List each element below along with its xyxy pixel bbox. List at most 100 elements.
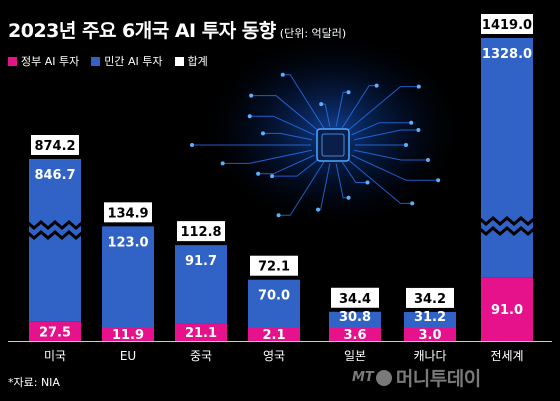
total-label-box bbox=[331, 287, 379, 308]
bar-government bbox=[329, 327, 381, 341]
bar-government bbox=[248, 327, 300, 341]
circuit-node bbox=[416, 127, 421, 132]
total-label-box bbox=[177, 221, 225, 242]
bar-government bbox=[29, 321, 81, 341]
legend-swatch-government bbox=[8, 56, 17, 66]
circuit-trace bbox=[354, 129, 419, 141]
bar-private bbox=[29, 159, 81, 322]
data-label-government: 91.0 bbox=[491, 303, 523, 318]
circuit-trace bbox=[251, 95, 319, 132]
data-label-total: 112.8 bbox=[180, 225, 221, 240]
bar-government bbox=[175, 323, 227, 341]
data-label-total: 72.1 bbox=[258, 260, 290, 275]
circuit-node bbox=[409, 120, 414, 125]
bar-government bbox=[481, 277, 533, 341]
legend-item-total: 합계 bbox=[174, 53, 208, 69]
data-label-private: 846.7 bbox=[34, 168, 75, 183]
ai-chip-icon bbox=[316, 128, 350, 162]
total-label-box bbox=[104, 202, 152, 223]
category-label: 전세계 bbox=[490, 349, 523, 363]
bar-private bbox=[404, 311, 456, 327]
data-label-private: 1328.0 bbox=[482, 47, 532, 62]
total-label-box bbox=[250, 255, 298, 276]
circuit-node bbox=[220, 161, 225, 166]
circuit-trace bbox=[341, 161, 368, 184]
circuit-node bbox=[404, 143, 408, 147]
category-label: 중국 bbox=[190, 349, 212, 363]
data-label-private: 70.0 bbox=[258, 289, 290, 304]
legend-swatch-private bbox=[91, 56, 101, 66]
data-label-government: 11.9 bbox=[112, 328, 144, 343]
circuit-node bbox=[276, 213, 281, 218]
logo-mt: MT bbox=[352, 370, 374, 385]
publisher-logo: MT 머니투데이 bbox=[352, 364, 481, 391]
data-label-total: 34.4 bbox=[339, 292, 371, 307]
total-label-box bbox=[406, 287, 454, 308]
data-label-government: 3.6 bbox=[343, 328, 366, 343]
bar-government bbox=[102, 327, 154, 341]
circuit-node bbox=[190, 143, 194, 147]
data-label-private: 31.2 bbox=[414, 310, 446, 325]
title-text: 2023년 주요 6개국 AI 투자 동향 bbox=[8, 20, 276, 42]
unit-text: (단위: 억달러) bbox=[279, 27, 347, 40]
axis-break-mark bbox=[26, 230, 84, 240]
circuit-trace bbox=[272, 158, 319, 177]
circuit-node bbox=[256, 171, 261, 176]
bar-government bbox=[404, 327, 456, 341]
data-label-government: 27.5 bbox=[39, 325, 71, 340]
circuit-node bbox=[316, 207, 321, 212]
circuit-trace bbox=[347, 158, 413, 204]
legend-item-government: 정부 AI 투자 bbox=[8, 53, 79, 69]
data-label-total: 134.9 bbox=[107, 206, 148, 221]
logo-disc-icon bbox=[375, 369, 392, 386]
category-label: 일본 bbox=[344, 349, 366, 363]
data-label-total: 874.2 bbox=[34, 139, 75, 154]
circuit-node bbox=[249, 93, 254, 98]
category-label: 미국 bbox=[44, 349, 66, 363]
circuit-trace bbox=[354, 149, 428, 161]
category-label: 영국 bbox=[263, 349, 285, 363]
circuit-node bbox=[319, 102, 324, 107]
circuit-node bbox=[416, 84, 421, 89]
ai-chip-core bbox=[321, 133, 345, 157]
bar-private bbox=[102, 226, 154, 327]
source-note: *자료: NIA bbox=[8, 376, 60, 389]
circuit-trace bbox=[351, 122, 412, 136]
chart-title: 2023년 주요 6개국 AI 투자 동향 (단위: 억달러) bbox=[8, 16, 346, 43]
circuit-node bbox=[425, 158, 430, 163]
data-label-total: 34.2 bbox=[414, 292, 446, 307]
circuit-node bbox=[270, 174, 275, 179]
category-label: EU bbox=[120, 349, 136, 363]
axis-break-mark bbox=[26, 220, 84, 230]
bar-private bbox=[481, 38, 533, 278]
bar-private bbox=[329, 311, 381, 327]
data-label-government: 3.0 bbox=[418, 328, 441, 343]
circuit-trace bbox=[341, 85, 377, 129]
circuit-node bbox=[280, 72, 285, 77]
circuit-node bbox=[346, 195, 351, 200]
axis-break-mark bbox=[478, 216, 536, 226]
legend-swatch-total bbox=[174, 56, 184, 66]
circuit-trace bbox=[282, 74, 325, 129]
legend-label-government: 정부 AI 투자 bbox=[21, 55, 80, 68]
axis-break-mark bbox=[478, 226, 536, 236]
circuit-trace bbox=[222, 149, 312, 164]
legend: 정부 AI 투자 민간 AI 투자 합계 bbox=[8, 53, 208, 69]
data-label-government: 2.1 bbox=[262, 328, 285, 343]
total-label-box bbox=[481, 14, 533, 34]
total-label-box bbox=[31, 135, 79, 155]
bar-private bbox=[248, 279, 300, 327]
circuit-node bbox=[260, 131, 265, 136]
circuit-node bbox=[374, 83, 379, 88]
data-label-private: 30.8 bbox=[339, 310, 371, 325]
data-label-private: 91.7 bbox=[185, 254, 217, 269]
data-label-private: 123.0 bbox=[107, 235, 148, 250]
data-label-government: 21.1 bbox=[185, 326, 217, 341]
circuit-node bbox=[436, 178, 441, 183]
category-label: 캐나다 bbox=[413, 349, 446, 363]
legend-item-private: 민간 AI 투자 bbox=[91, 53, 163, 69]
legend-label-private: 민간 AI 투자 bbox=[104, 55, 163, 68]
logo-name: 머니투데이 bbox=[395, 368, 481, 390]
